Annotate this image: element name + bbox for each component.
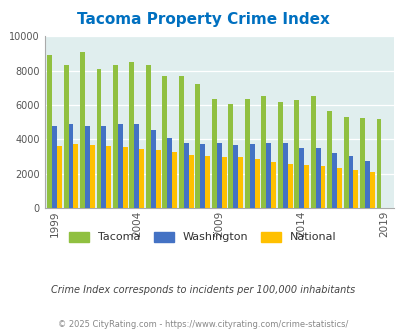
Bar — [369, 172, 374, 208]
Bar — [221, 157, 226, 208]
Text: Tacoma Property Crime Index: Tacoma Property Crime Index — [77, 12, 328, 26]
Text: © 2025 CityRating.com - https://www.cityrating.com/crime-statistics/: © 2025 CityRating.com - https://www.city… — [58, 320, 347, 329]
Bar — [200, 145, 205, 208]
Bar — [64, 65, 68, 208]
Bar — [277, 102, 282, 208]
Bar — [52, 125, 57, 208]
Bar — [123, 147, 128, 208]
Bar — [73, 145, 78, 208]
Bar — [254, 159, 259, 208]
Bar — [118, 124, 123, 208]
Bar — [211, 99, 216, 208]
Bar — [96, 69, 101, 208]
Bar — [139, 149, 144, 208]
Bar — [232, 145, 238, 208]
Bar — [298, 148, 303, 208]
Bar — [294, 100, 298, 208]
Bar — [106, 146, 111, 208]
Bar — [315, 148, 320, 208]
Bar — [179, 76, 183, 208]
Bar — [228, 104, 232, 208]
Bar — [183, 143, 188, 208]
Bar — [353, 170, 358, 208]
Bar — [101, 125, 106, 208]
Bar — [238, 157, 243, 208]
Bar — [364, 161, 369, 208]
Bar — [167, 138, 172, 208]
Bar — [287, 164, 292, 208]
Bar — [113, 65, 118, 208]
Bar — [162, 76, 167, 208]
Bar — [188, 155, 193, 208]
Bar — [90, 145, 95, 208]
Bar — [134, 124, 139, 208]
Bar — [347, 156, 353, 208]
Bar — [260, 95, 266, 208]
Bar — [151, 130, 156, 208]
Bar — [57, 146, 62, 208]
Bar — [47, 55, 52, 208]
Bar — [375, 119, 381, 208]
Bar — [336, 168, 341, 208]
Bar — [244, 99, 249, 208]
Bar — [343, 117, 347, 208]
Bar — [156, 150, 160, 208]
Bar — [331, 153, 336, 208]
Bar — [195, 84, 200, 208]
Bar — [145, 65, 151, 208]
Text: Crime Index corresponds to incidents per 100,000 inhabitants: Crime Index corresponds to incidents per… — [51, 285, 354, 295]
Bar — [266, 143, 271, 208]
Bar — [282, 143, 287, 208]
Bar — [249, 144, 254, 208]
Bar — [326, 111, 331, 208]
Bar — [359, 118, 364, 208]
Bar — [216, 143, 221, 208]
Bar — [80, 52, 85, 208]
Bar — [68, 124, 73, 208]
Bar — [85, 125, 90, 208]
Legend: Tacoma, Washington, National: Tacoma, Washington, National — [64, 227, 341, 247]
Bar — [320, 166, 325, 208]
Bar — [205, 156, 210, 208]
Bar — [172, 152, 177, 208]
Bar — [129, 62, 134, 208]
Bar — [310, 95, 315, 208]
Bar — [303, 165, 308, 208]
Bar — [271, 162, 275, 208]
